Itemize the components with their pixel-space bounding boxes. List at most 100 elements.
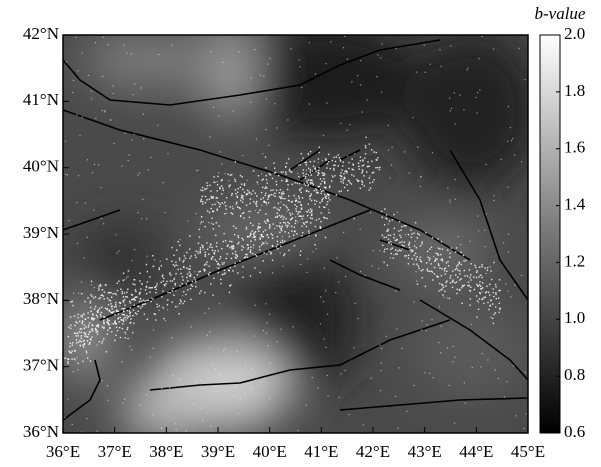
earthquake: [107, 333, 108, 334]
earthquake: [365, 145, 366, 146]
earthquake: [70, 316, 71, 317]
y-tick-label: 38°N: [23, 289, 59, 308]
earthquake: [340, 160, 341, 161]
earthquake: [211, 223, 212, 224]
earthquake: [122, 323, 123, 324]
earthquake: [441, 275, 442, 276]
earthquake: [272, 237, 273, 238]
earthquake: [140, 405, 141, 406]
earthquake: [259, 209, 260, 210]
earthquake: [252, 190, 253, 191]
earthquake: [160, 261, 161, 262]
earthquake: [408, 244, 409, 245]
earthquake: [175, 423, 176, 424]
earthquake: [253, 244, 254, 245]
earthquake: [416, 247, 417, 248]
earthquake: [447, 187, 448, 188]
earthquake: [259, 237, 260, 238]
earthquake: [117, 330, 118, 331]
earthquake: [220, 204, 221, 205]
earthquake: [183, 267, 184, 268]
earthquake: [388, 125, 389, 126]
earthquake: [323, 173, 324, 174]
earthquake: [301, 192, 302, 193]
earthquake: [388, 235, 389, 236]
earthquake: [278, 203, 279, 204]
earthquake: [384, 208, 385, 209]
earthquake: [367, 99, 368, 100]
earthquake: [65, 174, 66, 175]
earthquake: [235, 254, 236, 255]
earthquake: [202, 245, 203, 246]
earthquake: [75, 359, 76, 360]
earthquake: [150, 357, 151, 358]
earthquake: [196, 213, 197, 214]
earthquake: [525, 79, 526, 80]
earthquake: [95, 328, 96, 329]
earthquake: [68, 326, 69, 327]
earthquake: [209, 348, 210, 349]
earthquake: [411, 251, 412, 252]
earthquake: [122, 314, 123, 315]
earthquake: [394, 234, 395, 235]
earthquake: [190, 288, 191, 289]
earthquake: [246, 228, 247, 229]
earthquake: [399, 249, 400, 250]
earthquake: [264, 252, 265, 253]
earthquake: [114, 306, 115, 307]
earthquake: [275, 217, 276, 218]
earthquake: [479, 58, 480, 59]
earthquake: [102, 380, 103, 381]
earthquake: [412, 117, 413, 118]
earthquake: [401, 241, 402, 242]
earthquake: [400, 237, 401, 238]
earthquake: [417, 256, 418, 257]
earthquake: [411, 237, 412, 238]
earthquake: [239, 260, 240, 261]
earthquake: [489, 284, 490, 285]
earthquake: [356, 179, 357, 180]
earthquake: [286, 207, 287, 208]
earthquake: [195, 257, 196, 258]
earthquake: [172, 290, 173, 291]
earthquake: [110, 292, 111, 293]
earthquake: [487, 302, 488, 303]
earthquake: [479, 275, 480, 276]
earthquake: [182, 303, 183, 304]
earthquake: [235, 228, 236, 229]
earthquake: [118, 251, 119, 252]
earthquake: [288, 250, 289, 251]
earthquake: [437, 238, 438, 239]
earthquake: [221, 163, 222, 164]
earthquake: [315, 235, 316, 236]
earthquake: [452, 281, 453, 282]
earthquake: [238, 413, 239, 414]
earthquake: [396, 254, 397, 255]
earthquake: [347, 156, 348, 157]
earthquake: [426, 324, 427, 325]
earthquake: [145, 303, 146, 304]
earthquake: [360, 271, 361, 272]
earthquake: [217, 176, 218, 177]
earthquake: [76, 322, 77, 323]
earthquake: [125, 133, 126, 134]
earthquake: [90, 338, 91, 339]
earthquake: [504, 396, 505, 397]
earthquake: [310, 208, 311, 209]
earthquake: [296, 206, 297, 207]
earthquake: [258, 183, 259, 184]
earthquake: [400, 250, 401, 251]
earthquake: [297, 182, 298, 183]
earthquake: [360, 160, 361, 161]
earthquake: [94, 164, 95, 165]
earthquake: [508, 251, 509, 252]
earthquake: [112, 293, 113, 294]
earthquake: [157, 125, 158, 126]
earthquake: [90, 307, 91, 308]
earthquake: [495, 370, 496, 371]
earthquake: [128, 270, 129, 271]
earthquake: [470, 298, 471, 299]
earthquake: [363, 165, 364, 166]
colorbar: [540, 35, 560, 433]
earthquake: [151, 298, 152, 299]
